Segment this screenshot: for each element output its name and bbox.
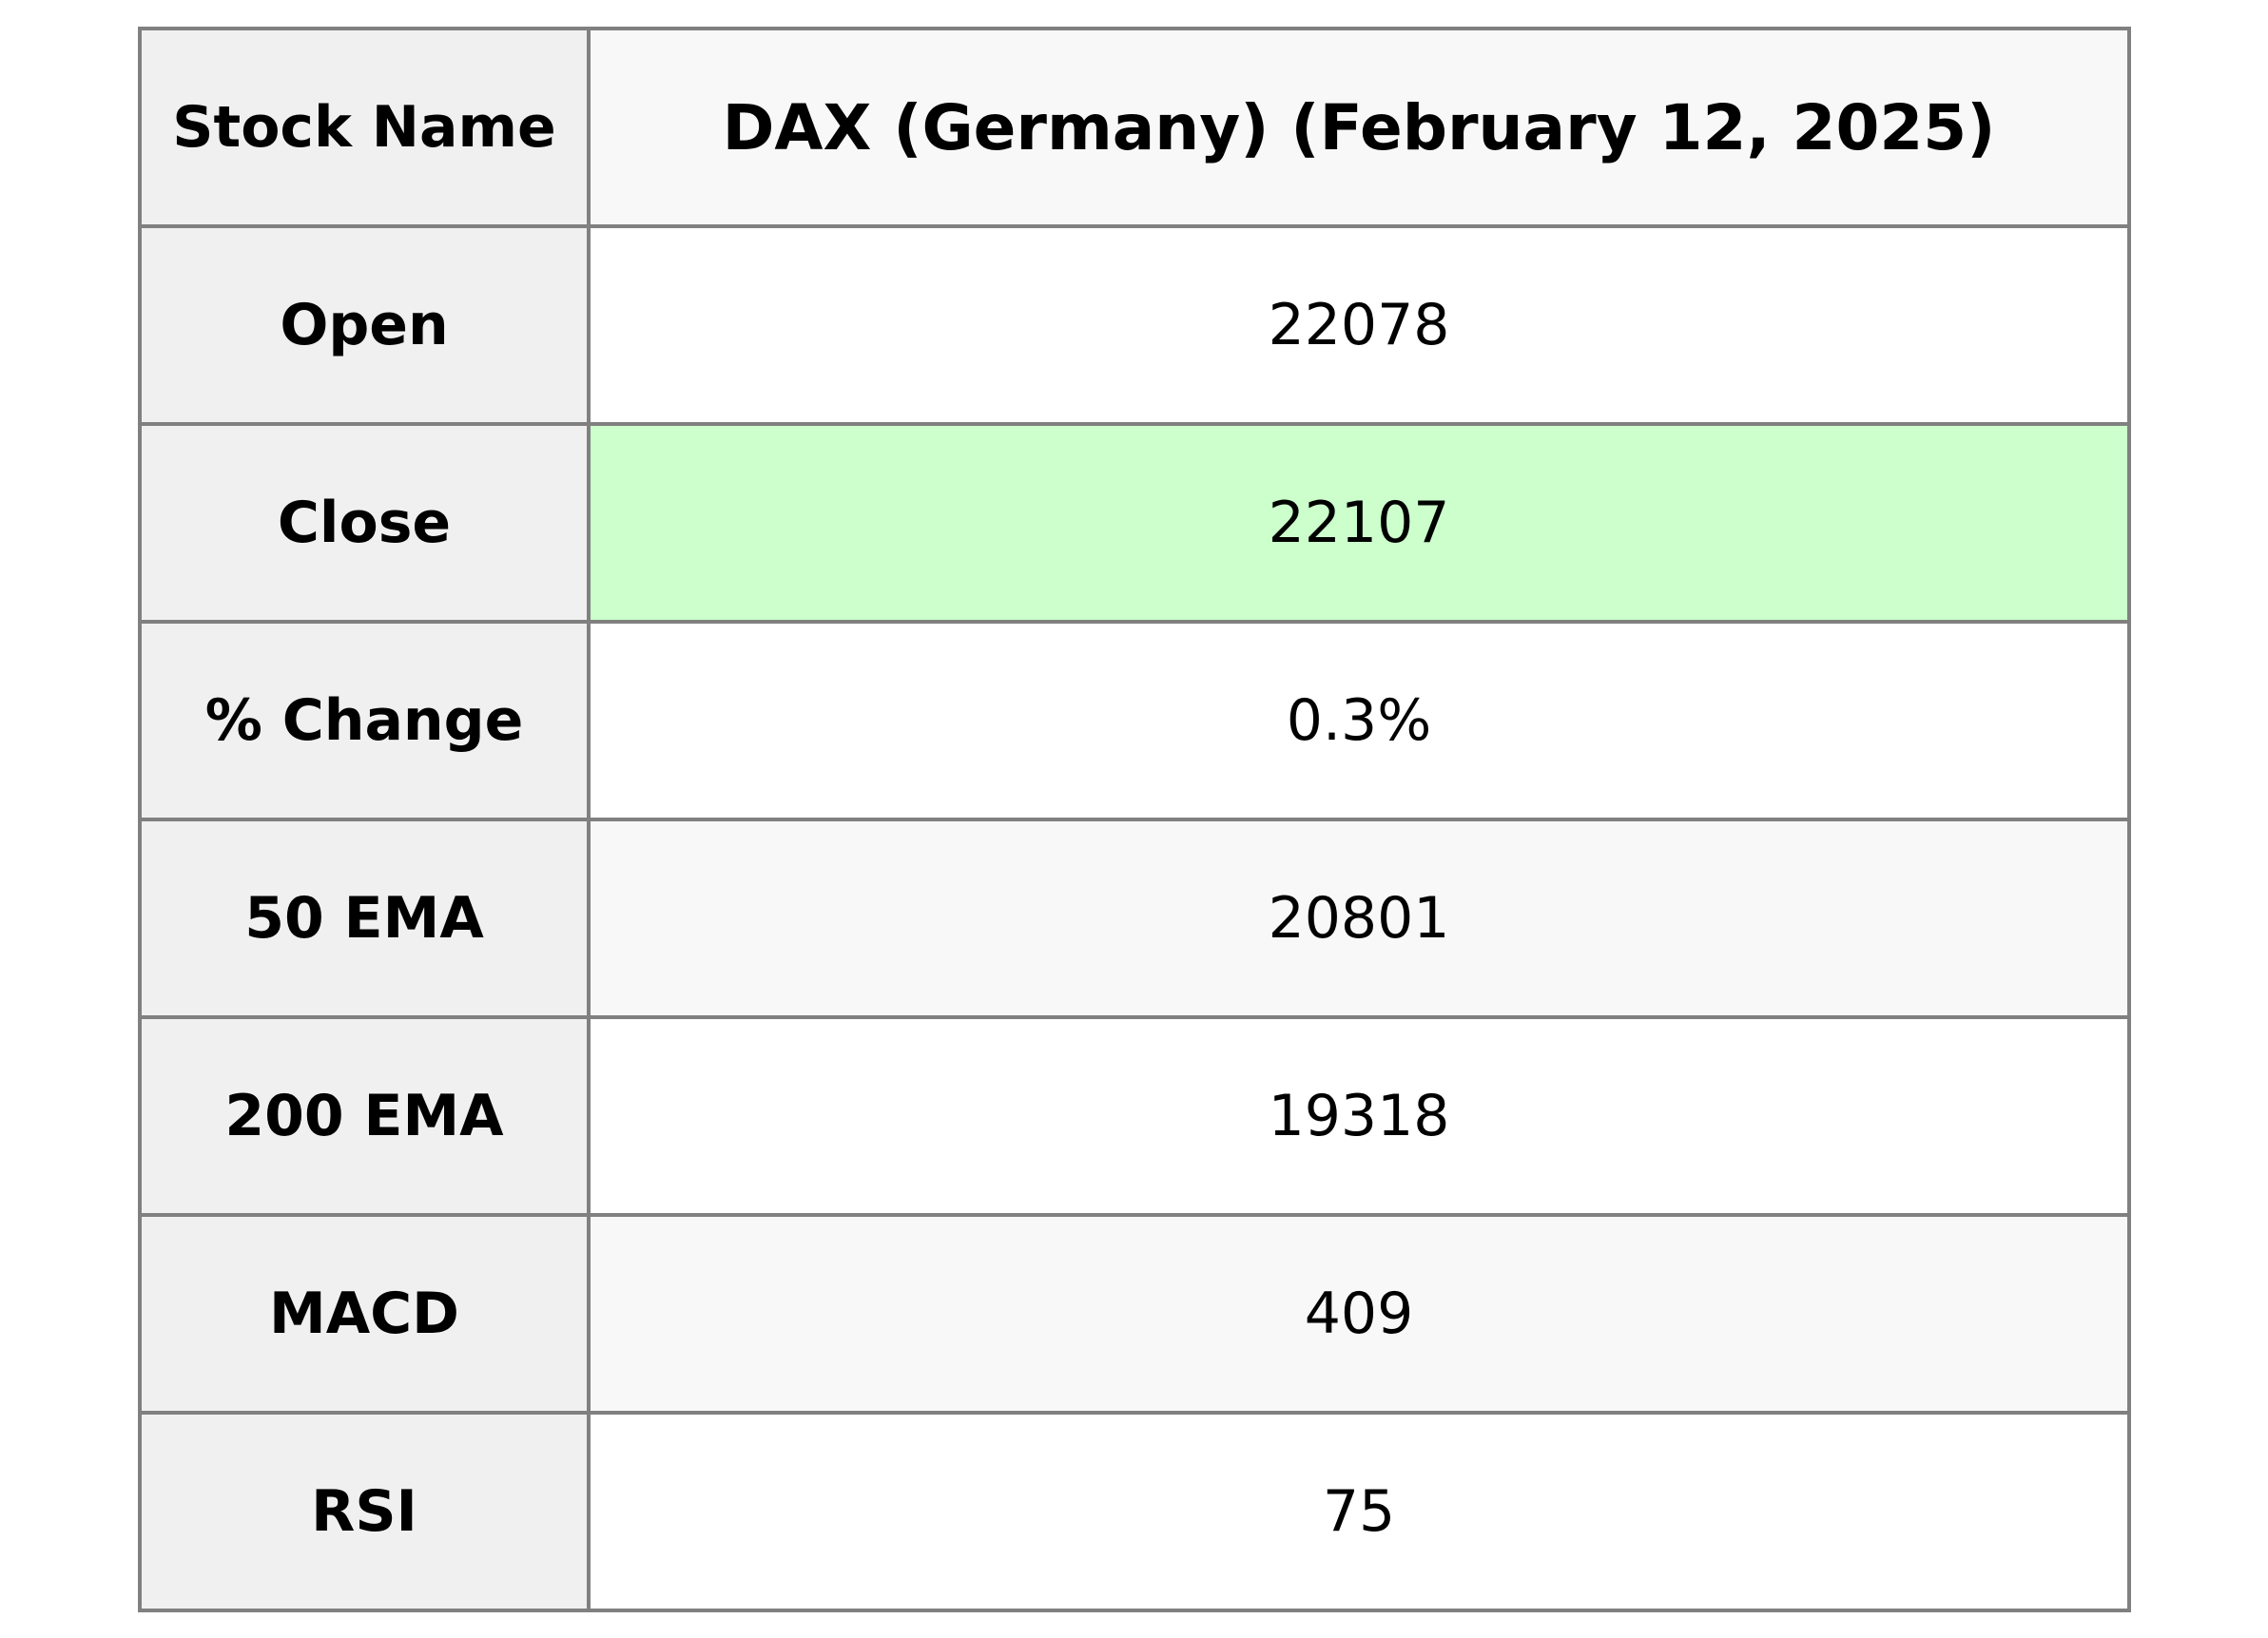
rsi-value: 75 bbox=[587, 1411, 2131, 1612]
macd-value: 409 bbox=[587, 1213, 2131, 1415]
table-row-rsi: RSI 75 bbox=[138, 1411, 2131, 1612]
percent-change-label: % Change bbox=[138, 620, 591, 821]
table-row-header: Stock Name DAX (Germany) (February 12, 2… bbox=[138, 27, 2131, 228]
ema-50-value: 20801 bbox=[587, 818, 2131, 1019]
stock-name-header-label: Stock Name bbox=[138, 27, 591, 228]
stock-metrics-table: Stock Name DAX (Germany) (February 12, 2… bbox=[138, 27, 2131, 1612]
open-label: Open bbox=[138, 224, 591, 426]
close-label: Close bbox=[138, 422, 591, 624]
rsi-label: RSI bbox=[138, 1411, 591, 1612]
ema-200-label: 200 EMA bbox=[138, 1015, 591, 1217]
table-row-percent-change: % Change 0.3% bbox=[138, 620, 2131, 821]
macd-label: MACD bbox=[138, 1213, 591, 1415]
ema-50-label: 50 EMA bbox=[138, 818, 591, 1019]
table-row-close: Close 22107 bbox=[138, 422, 2131, 624]
table-row-macd: MACD 409 bbox=[138, 1213, 2131, 1415]
percent-change-value: 0.3% bbox=[587, 620, 2131, 821]
stock-name-value: DAX (Germany) (February 12, 2025) bbox=[587, 27, 2131, 228]
open-value: 22078 bbox=[587, 224, 2131, 426]
table-row-200-ema: 200 EMA 19318 bbox=[138, 1015, 2131, 1217]
table-row-open: Open 22078 bbox=[138, 224, 2131, 426]
close-value: 22107 bbox=[587, 422, 2131, 624]
table-row-50-ema: 50 EMA 20801 bbox=[138, 818, 2131, 1019]
ema-200-value: 19318 bbox=[587, 1015, 2131, 1217]
